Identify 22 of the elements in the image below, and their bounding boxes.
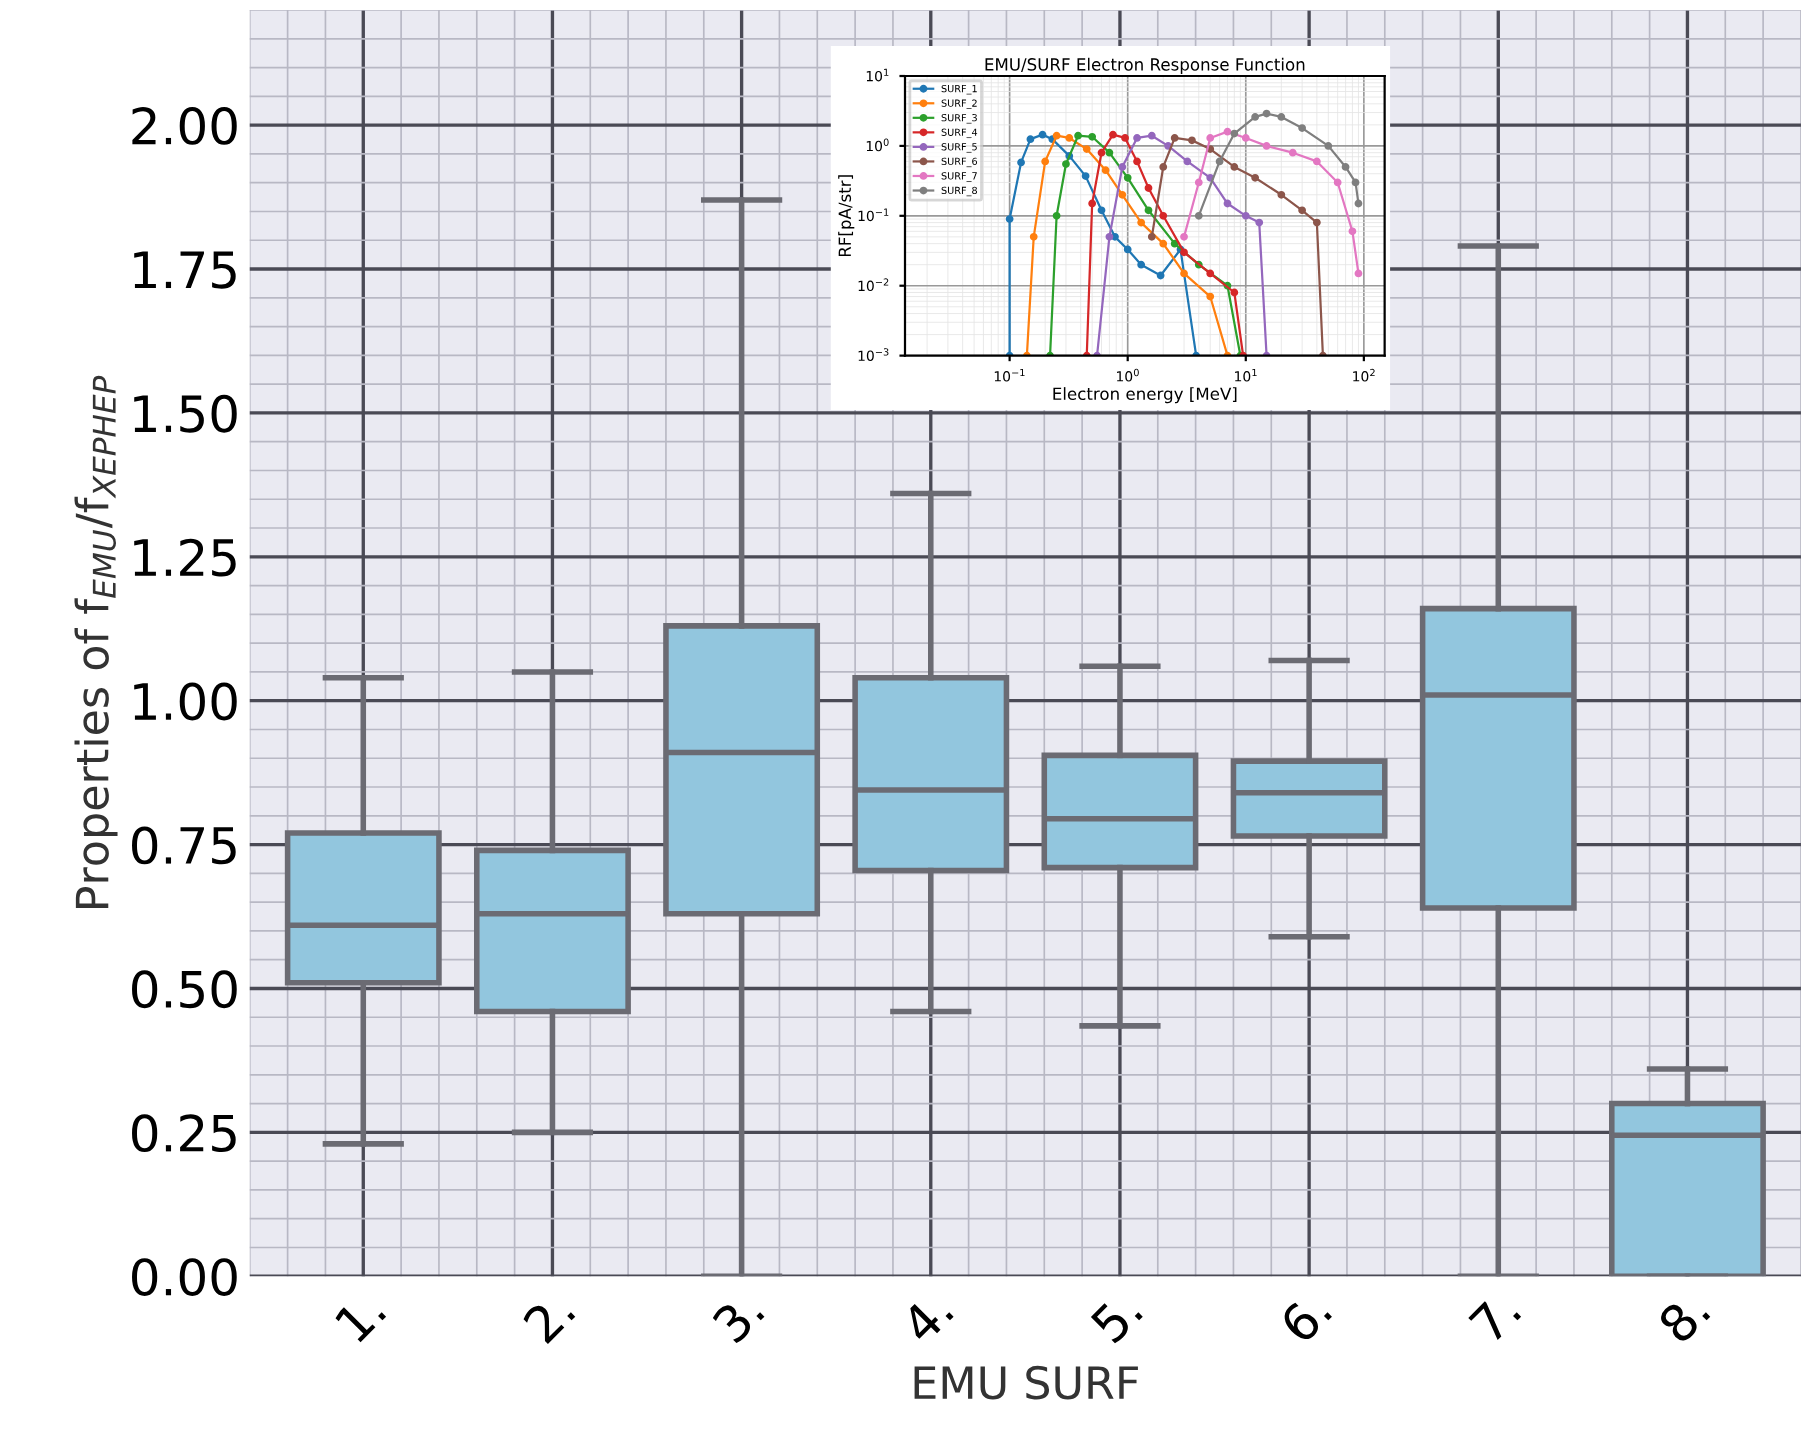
y-tick-label: 0.75	[132, 826, 236, 865]
y-tick-label: 1.25	[134, 538, 236, 577]
y-tick-label: 1.50	[134, 394, 237, 433]
x-tick-label: 7.	[1468, 1290, 1522, 1344]
x-tick-label: 5.	[1089, 1290, 1144, 1345]
y-axis-title: Properties of f$_{EMU}$/f$_{XEPHEP}$	[74, 375, 118, 908]
chart-title: EMU/SURF Electron Response Function	[985, 57, 1305, 74]
y-tick-label: 0.50	[132, 970, 237, 1009]
x-tick-label: 3.	[710, 1290, 765, 1345]
x-tick-label: 2.	[521, 1290, 576, 1344]
x-axis-title: EMU SURF	[914, 1365, 1138, 1400]
y-tick-label: 1.75	[134, 251, 236, 289]
y-tick-label: 2.00	[132, 107, 237, 145]
x-tick-label: 1.	[334, 1290, 387, 1343]
x-tick-label: 6.	[1278, 1290, 1333, 1345]
x-tick-label: 8.	[1656, 1290, 1711, 1345]
y-tick-label: 0.00	[132, 1258, 237, 1296]
y-axis-title: RF[pA/str]	[838, 175, 855, 257]
x-tick-label: 4.	[899, 1290, 954, 1345]
y-tick-label: 1.00	[134, 682, 237, 721]
y-tick-label: 0.25	[132, 1114, 236, 1153]
x-axis-title: Electron energy [MeV]	[1053, 387, 1237, 404]
